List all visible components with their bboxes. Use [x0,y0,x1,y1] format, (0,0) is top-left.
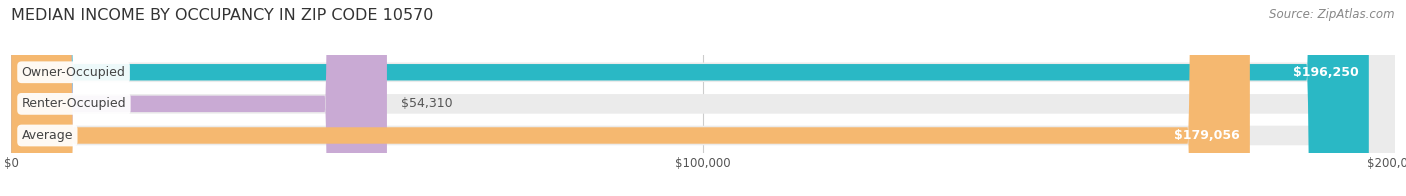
Text: $179,056: $179,056 [1174,129,1240,142]
FancyBboxPatch shape [11,0,1395,196]
FancyBboxPatch shape [11,0,1250,196]
FancyBboxPatch shape [11,0,1395,196]
Text: Average: Average [21,129,73,142]
Text: Source: ZipAtlas.com: Source: ZipAtlas.com [1270,8,1395,21]
FancyBboxPatch shape [11,0,387,196]
Text: $196,250: $196,250 [1292,66,1358,79]
Text: Renter-Occupied: Renter-Occupied [21,97,127,110]
FancyBboxPatch shape [11,0,1369,196]
Text: $54,310: $54,310 [401,97,453,110]
FancyBboxPatch shape [11,0,1395,196]
Text: Owner-Occupied: Owner-Occupied [21,66,125,79]
Text: MEDIAN INCOME BY OCCUPANCY IN ZIP CODE 10570: MEDIAN INCOME BY OCCUPANCY IN ZIP CODE 1… [11,8,433,23]
